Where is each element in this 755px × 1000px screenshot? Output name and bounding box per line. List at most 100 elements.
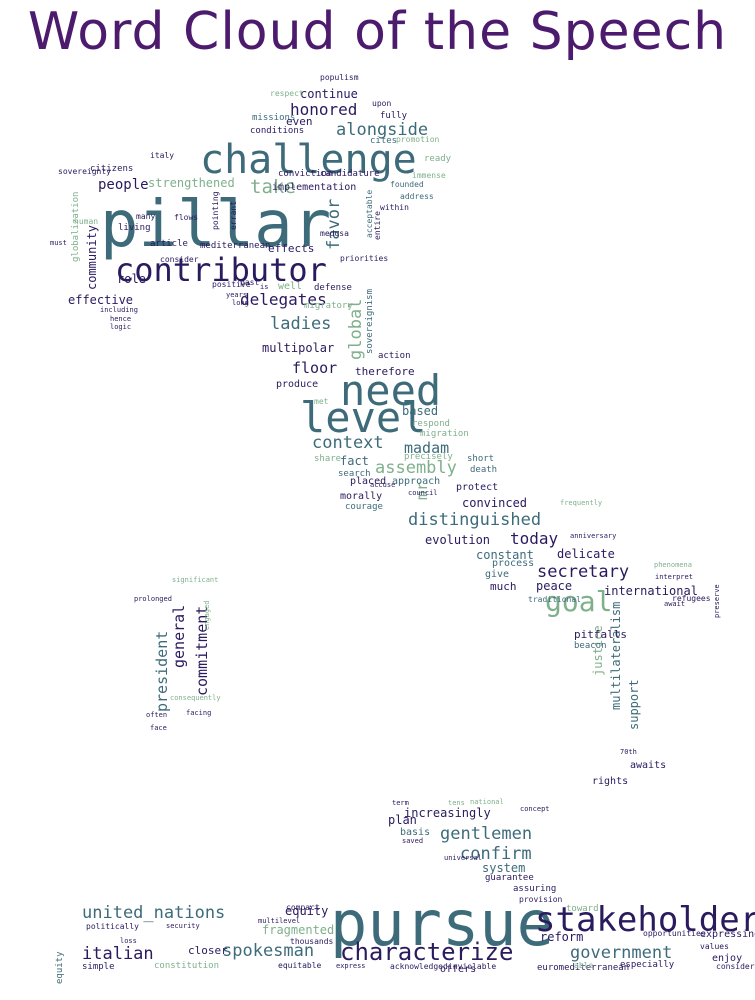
cloud-word: equity — [55, 951, 65, 984]
cloud-word: multilateralism — [609, 601, 623, 710]
cloud-word: president — [153, 630, 171, 712]
cloud-word: conviction — [278, 169, 333, 179]
cloud-word: must — [50, 239, 67, 247]
cloud-word: politically — [86, 922, 139, 931]
cloud-word: peace — [536, 579, 573, 593]
cloud-word: delegates — [240, 290, 327, 309]
cloud-word: is — [260, 283, 269, 291]
cloud-word: term — [392, 799, 409, 807]
cloud-word: offers — [440, 964, 477, 975]
cloud-word: founded — [390, 180, 424, 189]
cloud-word: especially — [620, 960, 675, 970]
cloud-word: missions — [252, 113, 296, 123]
cloud-word: populism — [320, 73, 359, 82]
cloud-word: opportunities — [643, 929, 706, 938]
cloud-word: general — [170, 604, 188, 668]
cloud-word: traditional — [528, 595, 581, 604]
cloud-word: fully — [380, 111, 408, 121]
cloud-word: upon — [372, 99, 392, 108]
cloud-word: confirm — [460, 844, 532, 864]
cloud-word: contributor — [115, 251, 327, 289]
cloud-word: thousands — [290, 937, 334, 946]
cloud-word: cites — [370, 136, 398, 146]
cloud-word: provision — [519, 895, 563, 904]
cloud-word: assembly — [375, 458, 457, 478]
cloud-word: address — [400, 192, 434, 201]
cloud-word: italy — [150, 151, 175, 160]
cloud-word: consider — [160, 255, 199, 264]
cloud-word: entire — [373, 211, 382, 240]
cloud-word: government — [570, 943, 673, 963]
cloud-word: honored — [290, 100, 358, 119]
cloud-word: secretary — [537, 562, 630, 582]
cloud-word: acknowledged — [390, 962, 448, 971]
cloud-word: increasingly — [404, 806, 491, 820]
cloud-word: ready — [424, 154, 452, 164]
cloud-word: madam — [404, 439, 450, 457]
cloud-word: distinguished — [408, 510, 542, 530]
cloud-word: protect — [456, 482, 499, 493]
cloud-word: level — [300, 393, 427, 442]
cloud-word: assuring — [513, 884, 557, 894]
cloud-word: fragmented — [262, 923, 335, 937]
cloud-word: short — [467, 454, 495, 464]
cloud-word: international — [604, 584, 698, 598]
cloud-word: today — [510, 529, 559, 548]
cloud-word: simple — [82, 962, 115, 972]
cloud-word: prolonged — [134, 595, 172, 603]
cloud-word: concept — [520, 805, 550, 813]
cloud-word: characterize — [340, 938, 514, 966]
cloud-word: expressing — [700, 929, 755, 940]
cloud-word: flows — [174, 213, 199, 222]
cloud-word: system — [482, 861, 526, 875]
cloud-word: share — [314, 454, 342, 464]
cloud-word: action — [378, 351, 411, 361]
cloud-word: mediterranean — [200, 241, 271, 251]
cloud-word: favor — [324, 198, 344, 250]
cloud-word: phenomena — [654, 561, 692, 569]
cloud-word: years — [226, 291, 248, 299]
cloud-word: alongside — [336, 120, 429, 140]
cloud-word: reform — [540, 930, 584, 944]
cloud-word: logic — [110, 323, 132, 331]
cloud-word: globalization — [71, 191, 81, 262]
cloud-word: pointing — [211, 191, 220, 230]
cloud-word: migration — [420, 429, 469, 439]
cloud-word: awaits — [630, 760, 667, 771]
cloud-word: placed — [350, 476, 387, 487]
cloud-word: therefore — [355, 365, 415, 378]
cloud-word: gentlemen — [440, 824, 533, 844]
cloud-word: equitable — [278, 961, 322, 970]
cloud-word: italian — [82, 944, 154, 964]
cloud-word: produce — [276, 379, 319, 390]
cloud-word: constitution — [154, 961, 220, 971]
cloud-word: sovereignty — [58, 167, 111, 176]
cloud-word: face — [150, 724, 167, 732]
cloud-word: implementation — [272, 182, 357, 193]
cloud-word: equity — [285, 904, 329, 918]
cloud-word: universal — [444, 854, 482, 862]
cloud-word: approach — [392, 476, 441, 487]
cloud-word: give — [485, 569, 510, 580]
cloud-word: precisely — [404, 452, 453, 462]
cloud-word: accuse — [370, 481, 396, 489]
cloud-word: united_nations — [82, 903, 226, 923]
cloud-word: acceptable — [365, 189, 374, 238]
cloud-word: pillar — [100, 188, 332, 262]
cloud-word: much — [490, 580, 517, 593]
cloud-word: ladies — [270, 314, 332, 334]
cloud-word: beacon — [574, 641, 607, 651]
cloud-word: multipolar — [262, 341, 335, 355]
cloud-word: challenge — [200, 137, 417, 183]
cloud-word: pursue — [330, 887, 554, 960]
cloud-word: effects — [268, 242, 315, 255]
cloud-word: respect — [270, 89, 304, 98]
cloud-word: candidature — [320, 169, 380, 179]
cloud-word: basis — [400, 827, 431, 838]
cloud-word: compact — [286, 903, 320, 912]
cloud-word: express — [336, 962, 366, 970]
cloud-word: stakeholder — [535, 900, 755, 940]
cloud-word: positive — [212, 280, 251, 289]
cloud-word: plan — [388, 813, 417, 827]
